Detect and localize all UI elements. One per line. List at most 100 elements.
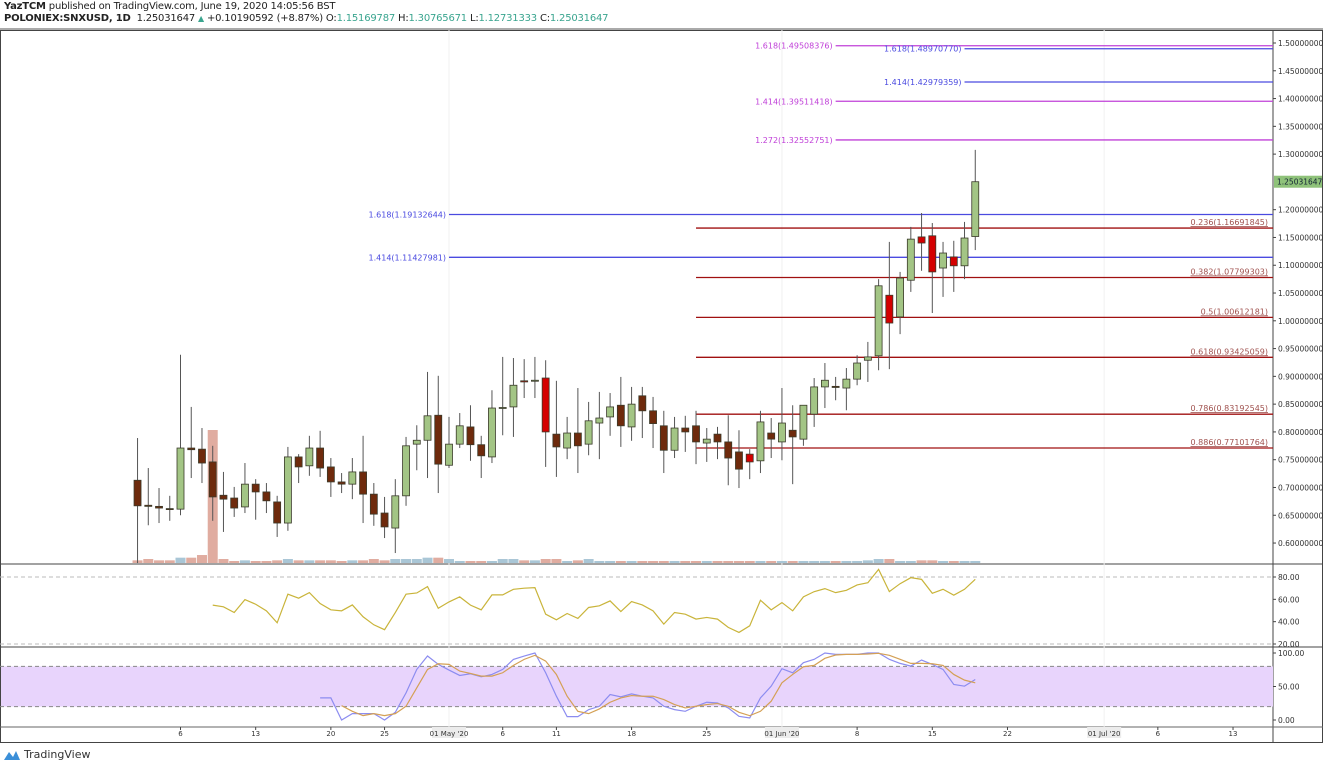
candle-body (434, 414, 443, 465)
volume-bar (261, 561, 272, 563)
volume-bar (959, 561, 970, 563)
volume-bar (540, 559, 551, 563)
candle-body (606, 406, 614, 418)
candle-body (702, 438, 711, 444)
volume-bar (916, 560, 927, 563)
time-tick-label: 6 (1156, 730, 1161, 738)
candle-body (294, 456, 303, 468)
volume-bar (229, 561, 240, 563)
candle-body (552, 433, 561, 448)
fib-level-label: 1.414(1.39511418) (755, 97, 833, 106)
volume-bar (154, 560, 165, 563)
volume-bar (422, 557, 433, 563)
volume-bar (143, 559, 154, 563)
candle-body (369, 493, 378, 515)
chart-frame (0, 30, 1323, 743)
candle-body (133, 479, 142, 507)
candle-body (326, 466, 335, 483)
volume-bar (776, 561, 787, 563)
time-tick-label: 11 (552, 730, 561, 738)
candle-body (799, 404, 808, 440)
volume-bar (862, 560, 873, 563)
time-tick-label: 13 (1229, 730, 1238, 738)
volume-bar (529, 560, 540, 563)
candle-body (573, 432, 582, 447)
tradingview-logo[interactable]: TradingView (3, 748, 90, 761)
volume-bar (723, 561, 734, 563)
price-tick-label: 1.50000000 (1278, 39, 1323, 48)
volume-bar (196, 555, 207, 563)
stoch-band (1, 666, 1273, 707)
candle-body (960, 237, 969, 267)
candle-body (756, 421, 765, 462)
candle-body (874, 285, 883, 357)
open-label: O: (325, 13, 337, 24)
candle-body (412, 439, 421, 445)
rsi-line (212, 568, 976, 634)
time-label-bg (1087, 727, 1122, 738)
time-tick-label: 25 (380, 730, 389, 738)
volume-bar (583, 559, 594, 563)
candle-body (971, 181, 980, 237)
volume-bar (164, 560, 175, 563)
candle-body (541, 377, 550, 433)
candle-body (863, 356, 872, 361)
volume-bar (250, 561, 261, 563)
candle-body (488, 407, 496, 458)
candle-body (348, 471, 357, 485)
volume-bar (637, 561, 648, 563)
volume-bar (658, 561, 669, 563)
volume-bar (562, 561, 573, 563)
volume-bar (766, 561, 777, 563)
candle-body (176, 447, 185, 510)
candle-body (187, 447, 196, 451)
symbol-info-bar: POLONIEX:SNXUSD, 1D 1.25031647 ▲ +0.1019… (4, 13, 609, 24)
high-label: H: (398, 13, 409, 24)
price-tick-label: 1.05000000 (1278, 289, 1323, 298)
stoch-tick-label: 0.00 (1278, 716, 1295, 725)
candle-body (724, 441, 733, 459)
volume-bar (336, 561, 347, 563)
rsi-tick-label: 20.00 (1278, 640, 1300, 649)
author-name[interactable]: YazTCM (4, 1, 46, 12)
volume-bar (948, 561, 959, 563)
candle-body (949, 256, 958, 267)
volume-bar (497, 559, 508, 563)
candle-body (713, 433, 722, 443)
candle-body (670, 427, 679, 451)
volume-bar (830, 561, 841, 563)
volume-bar (433, 557, 444, 563)
volume-bar (701, 561, 712, 563)
volume-bar (368, 559, 379, 563)
volume-bar (282, 559, 293, 563)
candle-body (896, 277, 904, 318)
time-tick-label: 13 (251, 730, 260, 738)
volume-bar (304, 560, 315, 563)
stoch-d-line (341, 652, 976, 717)
volume-bar (938, 561, 949, 563)
candle-body (305, 447, 314, 467)
candle-body (155, 505, 163, 509)
rsi-tick-label: 80.00 (1278, 573, 1300, 582)
candle-body (520, 380, 529, 383)
time-tick-label: 18 (627, 730, 636, 738)
candle-body (337, 481, 346, 485)
fib-level-label: 0.618(0.93425059) (1191, 347, 1269, 356)
price-tick-label: 1.20000000 (1278, 206, 1323, 215)
volume-bar (347, 560, 358, 563)
fib-level-label: 0.236(1.16691845) (1191, 218, 1269, 227)
candle-body (853, 362, 862, 380)
price-tick-label: 0.95000000 (1278, 345, 1323, 354)
candle-body (316, 447, 325, 469)
candle-body (906, 238, 915, 281)
candle-body (477, 444, 486, 457)
publish-info: YazTCM published on TradingView.com, Jun… (4, 1, 336, 12)
candle-body (198, 448, 206, 464)
candle-body (144, 504, 153, 507)
candle-body (219, 494, 228, 500)
volume-bar (691, 561, 702, 563)
stoch-k-line (320, 652, 976, 721)
volume-bar (358, 560, 369, 563)
volume-bar (444, 559, 454, 563)
